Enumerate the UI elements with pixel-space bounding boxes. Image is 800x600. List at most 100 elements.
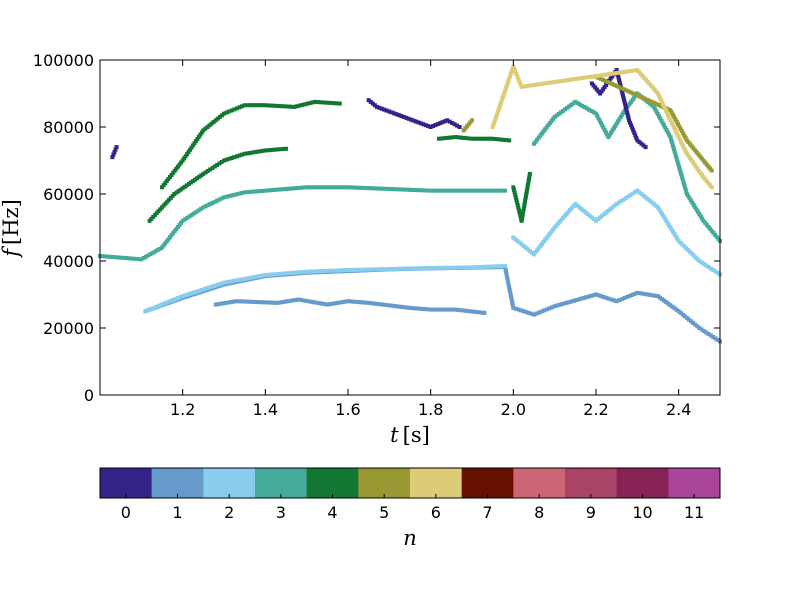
data-point <box>676 162 681 167</box>
data-point <box>643 145 648 150</box>
data-point <box>126 256 131 261</box>
data-point <box>698 170 703 175</box>
data-point <box>325 185 330 190</box>
data-point <box>638 94 643 99</box>
data-point <box>514 198 519 203</box>
data-point <box>698 214 703 219</box>
data-point <box>655 111 660 116</box>
data-point <box>161 243 166 248</box>
data-point <box>245 190 250 195</box>
data-point <box>584 295 589 300</box>
data-point <box>512 67 517 72</box>
data-point <box>384 186 389 191</box>
data-point <box>353 185 358 190</box>
data-point <box>684 151 689 156</box>
data-point <box>283 299 288 304</box>
colorbar-cell <box>668 468 721 498</box>
data-point <box>711 334 716 339</box>
data-point <box>369 186 374 191</box>
data-point <box>434 307 439 312</box>
data-point <box>263 273 268 278</box>
data-point <box>612 71 617 76</box>
data-point <box>364 300 369 305</box>
data-point <box>366 300 371 305</box>
data-point <box>674 307 679 312</box>
data-point <box>505 275 510 280</box>
colorbar-cell <box>461 468 514 498</box>
data-point <box>589 81 594 86</box>
data-point <box>659 118 664 123</box>
data-point <box>672 232 677 237</box>
data-point <box>464 136 469 141</box>
data-point <box>456 307 461 312</box>
data-point <box>335 300 340 305</box>
data-point <box>539 81 544 86</box>
data-point <box>268 148 273 153</box>
data-point <box>591 110 596 115</box>
data-point <box>635 138 640 143</box>
data-point <box>463 308 468 313</box>
data-point <box>704 263 709 268</box>
data-point <box>431 265 436 270</box>
data-point <box>579 207 584 212</box>
data-point <box>497 188 502 193</box>
data-point <box>304 269 309 274</box>
data-point <box>459 265 464 270</box>
data-point <box>201 128 206 133</box>
data-point <box>671 125 676 130</box>
data-point <box>627 118 632 123</box>
data-point <box>364 267 369 272</box>
data-point <box>506 79 511 84</box>
data-point <box>523 245 528 250</box>
data-point <box>415 306 420 311</box>
data-point <box>175 224 180 229</box>
data-point <box>247 275 252 280</box>
data-point <box>619 86 624 91</box>
data-point <box>236 299 241 304</box>
data-point <box>492 264 497 269</box>
data-point <box>415 188 420 193</box>
data-point <box>527 174 532 179</box>
data-point <box>583 210 588 215</box>
data-point <box>457 125 462 129</box>
data-point <box>517 208 522 213</box>
data-point <box>253 103 257 108</box>
data-point <box>150 306 155 311</box>
data-point <box>100 254 105 259</box>
data-point <box>178 295 183 300</box>
data-point <box>630 125 635 130</box>
data-point <box>299 185 304 190</box>
data-point <box>532 252 536 257</box>
data-point <box>224 157 229 162</box>
data-point <box>273 300 278 305</box>
data-point <box>675 236 680 241</box>
data-point <box>668 135 673 140</box>
data-point <box>632 68 637 73</box>
data-point <box>708 333 713 338</box>
data-point <box>550 305 555 310</box>
data-point <box>686 140 691 145</box>
data-point <box>507 76 512 81</box>
data-point <box>692 162 697 167</box>
data-point <box>317 185 322 190</box>
data-point <box>234 192 239 197</box>
data-point <box>627 101 632 106</box>
data-point <box>467 265 472 270</box>
data-point <box>504 83 509 88</box>
data-point <box>442 119 447 124</box>
data-point <box>234 299 239 304</box>
data-point <box>325 268 330 273</box>
data-point <box>463 126 468 131</box>
data-point <box>521 309 526 314</box>
data-point <box>348 267 353 272</box>
data-point <box>161 183 166 188</box>
data-point <box>234 278 239 283</box>
x-tick-label: 1.6 <box>335 400 360 419</box>
data-point <box>405 266 410 271</box>
data-point <box>287 104 292 109</box>
data-point <box>673 127 678 132</box>
data-point <box>204 286 209 291</box>
data-point <box>577 205 582 210</box>
data-point <box>703 220 708 225</box>
data-point <box>509 298 514 303</box>
